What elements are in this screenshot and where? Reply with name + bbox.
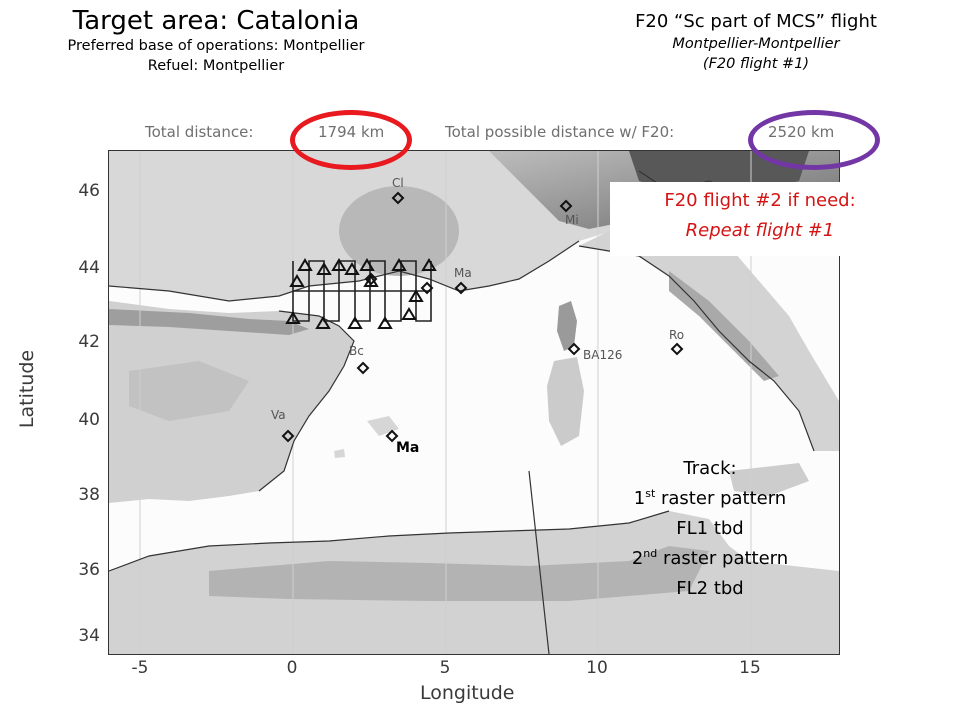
y-axis-label: Latitude bbox=[16, 349, 39, 429]
atlas-relief bbox=[209, 546, 709, 601]
base-of-operations: Preferred base of operations: Montpellie… bbox=[67, 38, 365, 54]
xtick-10: 10 bbox=[586, 658, 608, 678]
airport-ro bbox=[670, 342, 684, 356]
flight-number: (F20 flight #1) bbox=[702, 56, 810, 72]
raster1-line: 1st raster pattern bbox=[560, 484, 860, 514]
label-bc: Bc bbox=[349, 344, 364, 358]
possible-distance-label: Total possible distance w/ F20: bbox=[445, 123, 675, 141]
total-distance-label: Total distance: bbox=[145, 123, 254, 141]
airport-ba126 bbox=[567, 342, 581, 356]
airport-bc bbox=[356, 361, 370, 375]
fl2-line: FL2 tbd bbox=[676, 578, 744, 599]
flight2-note: F20 flight #2 if need: Repeat flight #1 bbox=[610, 182, 910, 256]
raster-track bbox=[292, 260, 432, 322]
label-ro: Ro bbox=[669, 328, 684, 342]
raster2-line: 2nd raster pattern bbox=[560, 544, 860, 574]
meseta-relief bbox=[129, 361, 249, 421]
airport-mi bbox=[559, 199, 573, 213]
airport-perpignan bbox=[420, 281, 434, 295]
sicily bbox=[729, 463, 809, 496]
pyrenees-relief bbox=[109, 309, 309, 335]
xtick-0: 0 bbox=[286, 658, 298, 678]
ma-label: Ma bbox=[396, 440, 420, 456]
fl1-line: FL1 tbd bbox=[676, 518, 744, 539]
xtick-minus5: -5 bbox=[131, 658, 149, 678]
alps-high bbox=[629, 151, 809, 191]
refuel-location: Refuel: Montpellier bbox=[147, 58, 285, 74]
airport-va bbox=[281, 429, 295, 443]
raster2-text: raster pattern bbox=[657, 548, 789, 569]
label-cl: Cl bbox=[392, 176, 404, 190]
x-axis-label: Longitude bbox=[420, 682, 515, 704]
station-labels: Cl Mi Ma Ro BA126 Bc Va bbox=[271, 176, 684, 422]
xtick-5: 5 bbox=[439, 658, 451, 678]
airport-diamonds bbox=[281, 191, 684, 443]
raster1-text: raster pattern bbox=[655, 488, 787, 509]
ytick-40: 40 bbox=[78, 410, 100, 430]
highlight-ring-purple bbox=[748, 110, 880, 170]
ytick-42: 42 bbox=[78, 332, 100, 352]
raster2-sup: nd bbox=[643, 547, 658, 560]
ytick-38: 38 bbox=[78, 485, 100, 505]
raster1-num: 1 bbox=[633, 488, 646, 509]
ytick-46: 46 bbox=[78, 181, 100, 201]
italy-land bbox=[579, 221, 839, 451]
note-line1: F20 flight #2 if need: bbox=[664, 190, 856, 211]
grid-lines bbox=[139, 151, 752, 654]
track-heading: Track: bbox=[683, 458, 737, 479]
corsica bbox=[557, 301, 577, 351]
ytick-44: 44 bbox=[78, 258, 100, 278]
header-right: F20 “Sc part of MCS” flight Montpellier-… bbox=[552, 10, 960, 74]
label-va: Va bbox=[271, 408, 286, 422]
ytick-36: 36 bbox=[78, 560, 100, 580]
label-ba126: BA126 bbox=[583, 348, 622, 362]
page-title: Target area: Catalonia bbox=[72, 6, 360, 36]
raster2-num: 2 bbox=[631, 548, 644, 569]
note-line2: Repeat flight #1 bbox=[685, 220, 835, 241]
header-left: Target area: Catalonia Preferred base of… bbox=[0, 6, 432, 76]
ytick-34: 34 bbox=[78, 626, 100, 646]
airport-ma-marseille bbox=[454, 281, 468, 295]
ibiza bbox=[334, 449, 345, 458]
label-ma-marseille: Ma bbox=[454, 266, 472, 280]
airport-cl bbox=[391, 191, 405, 205]
flight-title: F20 “Sc part of MCS” flight bbox=[635, 11, 877, 32]
raster1-sup: st bbox=[645, 487, 656, 500]
flight-route: Montpellier-Montpellier bbox=[672, 36, 840, 52]
terrain-map: Cl Mi Ma Ro BA126 Bc Va bbox=[109, 151, 839, 654]
track-description: Track: 1st raster pattern FL1 tbd 2nd ra… bbox=[560, 454, 860, 604]
waypoint-triangles bbox=[285, 258, 437, 329]
airport-montpellier bbox=[364, 272, 378, 286]
airport-ma-mallorca bbox=[385, 429, 399, 443]
highlight-ring-red bbox=[290, 110, 412, 170]
massif-central bbox=[339, 186, 459, 276]
sardinia bbox=[547, 357, 584, 446]
xtick-15: 15 bbox=[739, 658, 761, 678]
label-mi: Mi bbox=[565, 213, 579, 227]
